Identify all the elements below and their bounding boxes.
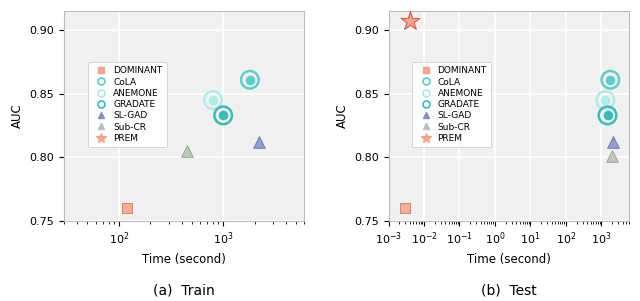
- Point: [605, 77, 616, 82]
- Point: [254, 140, 264, 144]
- Point: [607, 154, 617, 159]
- Point: [218, 113, 228, 118]
- Point: [218, 113, 228, 118]
- Point: [602, 113, 612, 118]
- Point: [182, 149, 192, 154]
- Point: [401, 206, 411, 211]
- Point: [609, 140, 619, 144]
- Point: [244, 77, 255, 82]
- Text: (b)  Test: (b) Test: [481, 284, 536, 298]
- Legend: DOMINANT, CoLA, ANEMONE, GRADATE, SL-GAD, Sub-CR, PREM: DOMINANT, CoLA, ANEMONE, GRADATE, SL-GAD…: [412, 62, 492, 147]
- Legend: DOMINANT, CoLA, ANEMONE, GRADATE, SL-GAD, Sub-CR, PREM: DOMINANT, CoLA, ANEMONE, GRADATE, SL-GAD…: [88, 62, 167, 147]
- Point: [602, 113, 612, 118]
- Point: [0, 16, 3, 21]
- Y-axis label: AUC: AUC: [11, 104, 24, 129]
- X-axis label: Time (second): Time (second): [467, 253, 550, 266]
- Text: (a)  Train: (a) Train: [154, 284, 215, 298]
- Point: [600, 98, 611, 103]
- Point: [122, 206, 132, 211]
- Point: [600, 98, 611, 103]
- Point: [208, 98, 218, 103]
- Point: [605, 77, 616, 82]
- Point: [244, 77, 255, 82]
- Point: [208, 98, 218, 103]
- Y-axis label: AUC: AUC: [335, 104, 349, 129]
- X-axis label: Time (second): Time (second): [142, 253, 226, 266]
- Point: [404, 19, 415, 24]
